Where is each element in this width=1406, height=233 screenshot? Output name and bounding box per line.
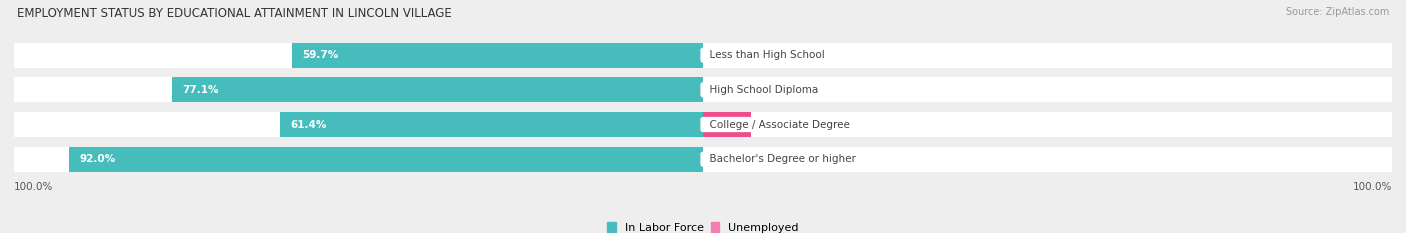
Text: 92.0%: 92.0% xyxy=(80,154,115,164)
Bar xyxy=(172,77,703,102)
Legend: In Labor Force, Unemployed: In Labor Force, Unemployed xyxy=(607,222,799,233)
Bar xyxy=(291,43,703,68)
Text: Bachelor's Degree or higher: Bachelor's Degree or higher xyxy=(703,154,862,164)
Bar xyxy=(14,147,703,172)
Text: 6.9%: 6.9% xyxy=(761,120,787,130)
Bar xyxy=(280,112,703,137)
Bar xyxy=(703,112,1392,137)
Text: 0.0%: 0.0% xyxy=(713,85,740,95)
Bar xyxy=(14,112,703,137)
Text: High School Diploma: High School Diploma xyxy=(703,85,825,95)
Text: EMPLOYMENT STATUS BY EDUCATIONAL ATTAINMENT IN LINCOLN VILLAGE: EMPLOYMENT STATUS BY EDUCATIONAL ATTAINM… xyxy=(17,7,451,20)
Bar xyxy=(703,112,751,137)
Text: 77.1%: 77.1% xyxy=(183,85,219,95)
Text: 0.0%: 0.0% xyxy=(713,154,740,164)
Text: 100.0%: 100.0% xyxy=(14,182,53,192)
Bar xyxy=(703,43,1392,68)
Text: Less than High School: Less than High School xyxy=(703,50,831,60)
Bar xyxy=(14,43,703,68)
Bar xyxy=(703,77,1392,102)
Text: College / Associate Degree: College / Associate Degree xyxy=(703,120,856,130)
Text: 100.0%: 100.0% xyxy=(1353,182,1392,192)
Text: 0.0%: 0.0% xyxy=(713,50,740,60)
Text: 59.7%: 59.7% xyxy=(302,50,339,60)
Bar xyxy=(703,147,1392,172)
Bar xyxy=(69,147,703,172)
Bar xyxy=(14,77,703,102)
Text: Source: ZipAtlas.com: Source: ZipAtlas.com xyxy=(1285,7,1389,17)
Text: 61.4%: 61.4% xyxy=(290,120,326,130)
